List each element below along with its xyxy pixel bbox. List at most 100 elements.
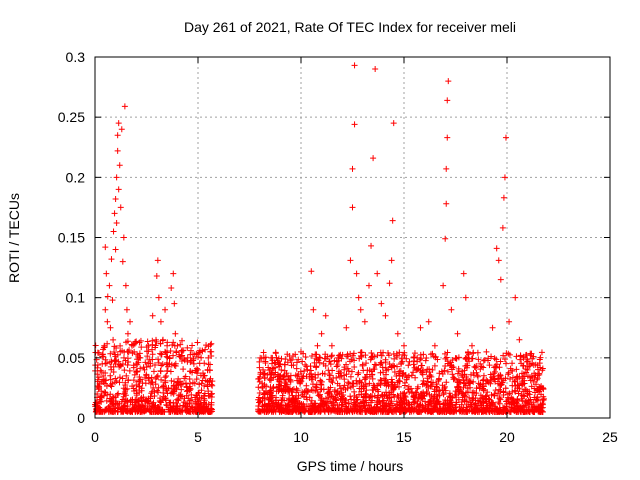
noise-point [92, 349, 99, 356]
noise-point [208, 391, 215, 398]
noise-point [189, 342, 196, 349]
noise-point [440, 391, 447, 398]
y-axis-label: ROTI / TECUs [6, 193, 22, 283]
noise-point [363, 360, 370, 367]
noise-point [95, 374, 102, 381]
noise-point [148, 374, 155, 381]
noise-point [150, 384, 157, 391]
noise-point [524, 392, 531, 399]
noise-point [476, 384, 483, 391]
noise-point [166, 360, 173, 367]
noise-point [208, 340, 215, 347]
data-point [115, 120, 122, 127]
noise-point [411, 405, 418, 412]
noise-point [114, 391, 121, 398]
data-point [448, 306, 455, 313]
noise-point [368, 350, 375, 357]
noise-point [396, 383, 402, 390]
noise-point [509, 360, 516, 367]
noise-point [536, 408, 543, 415]
noise-point [113, 345, 120, 352]
noise-point [276, 361, 283, 368]
noise-point [460, 391, 467, 398]
noise-point [312, 364, 319, 371]
noise-point [282, 356, 289, 363]
noise-point [134, 408, 141, 415]
noise-point [361, 374, 368, 381]
noise-point [149, 400, 156, 407]
noise-point [182, 400, 189, 407]
noise-point [357, 406, 364, 413]
noise-point [386, 407, 393, 414]
noise-point [196, 347, 203, 354]
noise-point [387, 394, 394, 401]
noise-point [523, 369, 530, 376]
noise-point [297, 380, 304, 387]
noise-point [463, 398, 470, 405]
noise-point [405, 399, 412, 406]
noise-point [102, 369, 109, 376]
data-point [389, 217, 396, 224]
noise-point [358, 379, 365, 386]
noise-point [468, 403, 475, 410]
data-point [368, 242, 375, 249]
noise-point [444, 368, 451, 375]
noise-point [270, 384, 277, 391]
noise-point [449, 357, 456, 364]
noise-point [151, 361, 158, 368]
noise-point [99, 408, 106, 415]
data-point [104, 318, 111, 325]
data-point [117, 204, 124, 211]
data-point [102, 244, 109, 251]
noise-point [540, 393, 547, 400]
noise-point [148, 390, 155, 397]
noise-point [195, 389, 202, 396]
noise-point [92, 342, 99, 349]
noise-point [143, 348, 150, 355]
noise-point [155, 403, 162, 410]
noise-point [497, 358, 504, 365]
noise-point [454, 379, 461, 386]
data-point [493, 245, 500, 252]
data-point [256, 378, 263, 385]
noise-point [154, 372, 161, 379]
noise-point [511, 403, 518, 410]
noise-point [189, 379, 196, 386]
data-point [267, 366, 274, 373]
noise-point [178, 357, 185, 364]
noise-point [382, 371, 389, 378]
noise-point [426, 368, 433, 375]
data-point [157, 318, 164, 325]
noise-point [301, 368, 308, 375]
noise-point [316, 393, 323, 400]
data-point [411, 354, 418, 361]
noise-point [530, 353, 537, 360]
noise-point [393, 373, 400, 380]
x-tick-label: 5 [194, 429, 202, 445]
noise-point [311, 407, 318, 414]
noise-point [123, 397, 130, 404]
noise-point [487, 376, 494, 383]
noise-point [183, 392, 190, 399]
data-point [401, 342, 407, 349]
data-point [114, 132, 121, 139]
noise-point [116, 362, 123, 369]
noise-point [168, 377, 175, 384]
noise-point [193, 350, 200, 357]
noise-point [164, 349, 171, 356]
data-point [351, 121, 358, 128]
noise-point [98, 398, 105, 405]
noise-point [108, 383, 115, 390]
noise-point [197, 408, 204, 415]
noise-point [291, 402, 298, 409]
noise-point [196, 360, 203, 367]
noise-point [187, 347, 194, 354]
noise-point [288, 356, 295, 363]
noise-point [124, 362, 131, 369]
data-point [98, 393, 105, 400]
data-point [112, 246, 119, 253]
noise-point [278, 367, 285, 374]
noise-point [399, 407, 406, 414]
noise-point [362, 375, 369, 382]
